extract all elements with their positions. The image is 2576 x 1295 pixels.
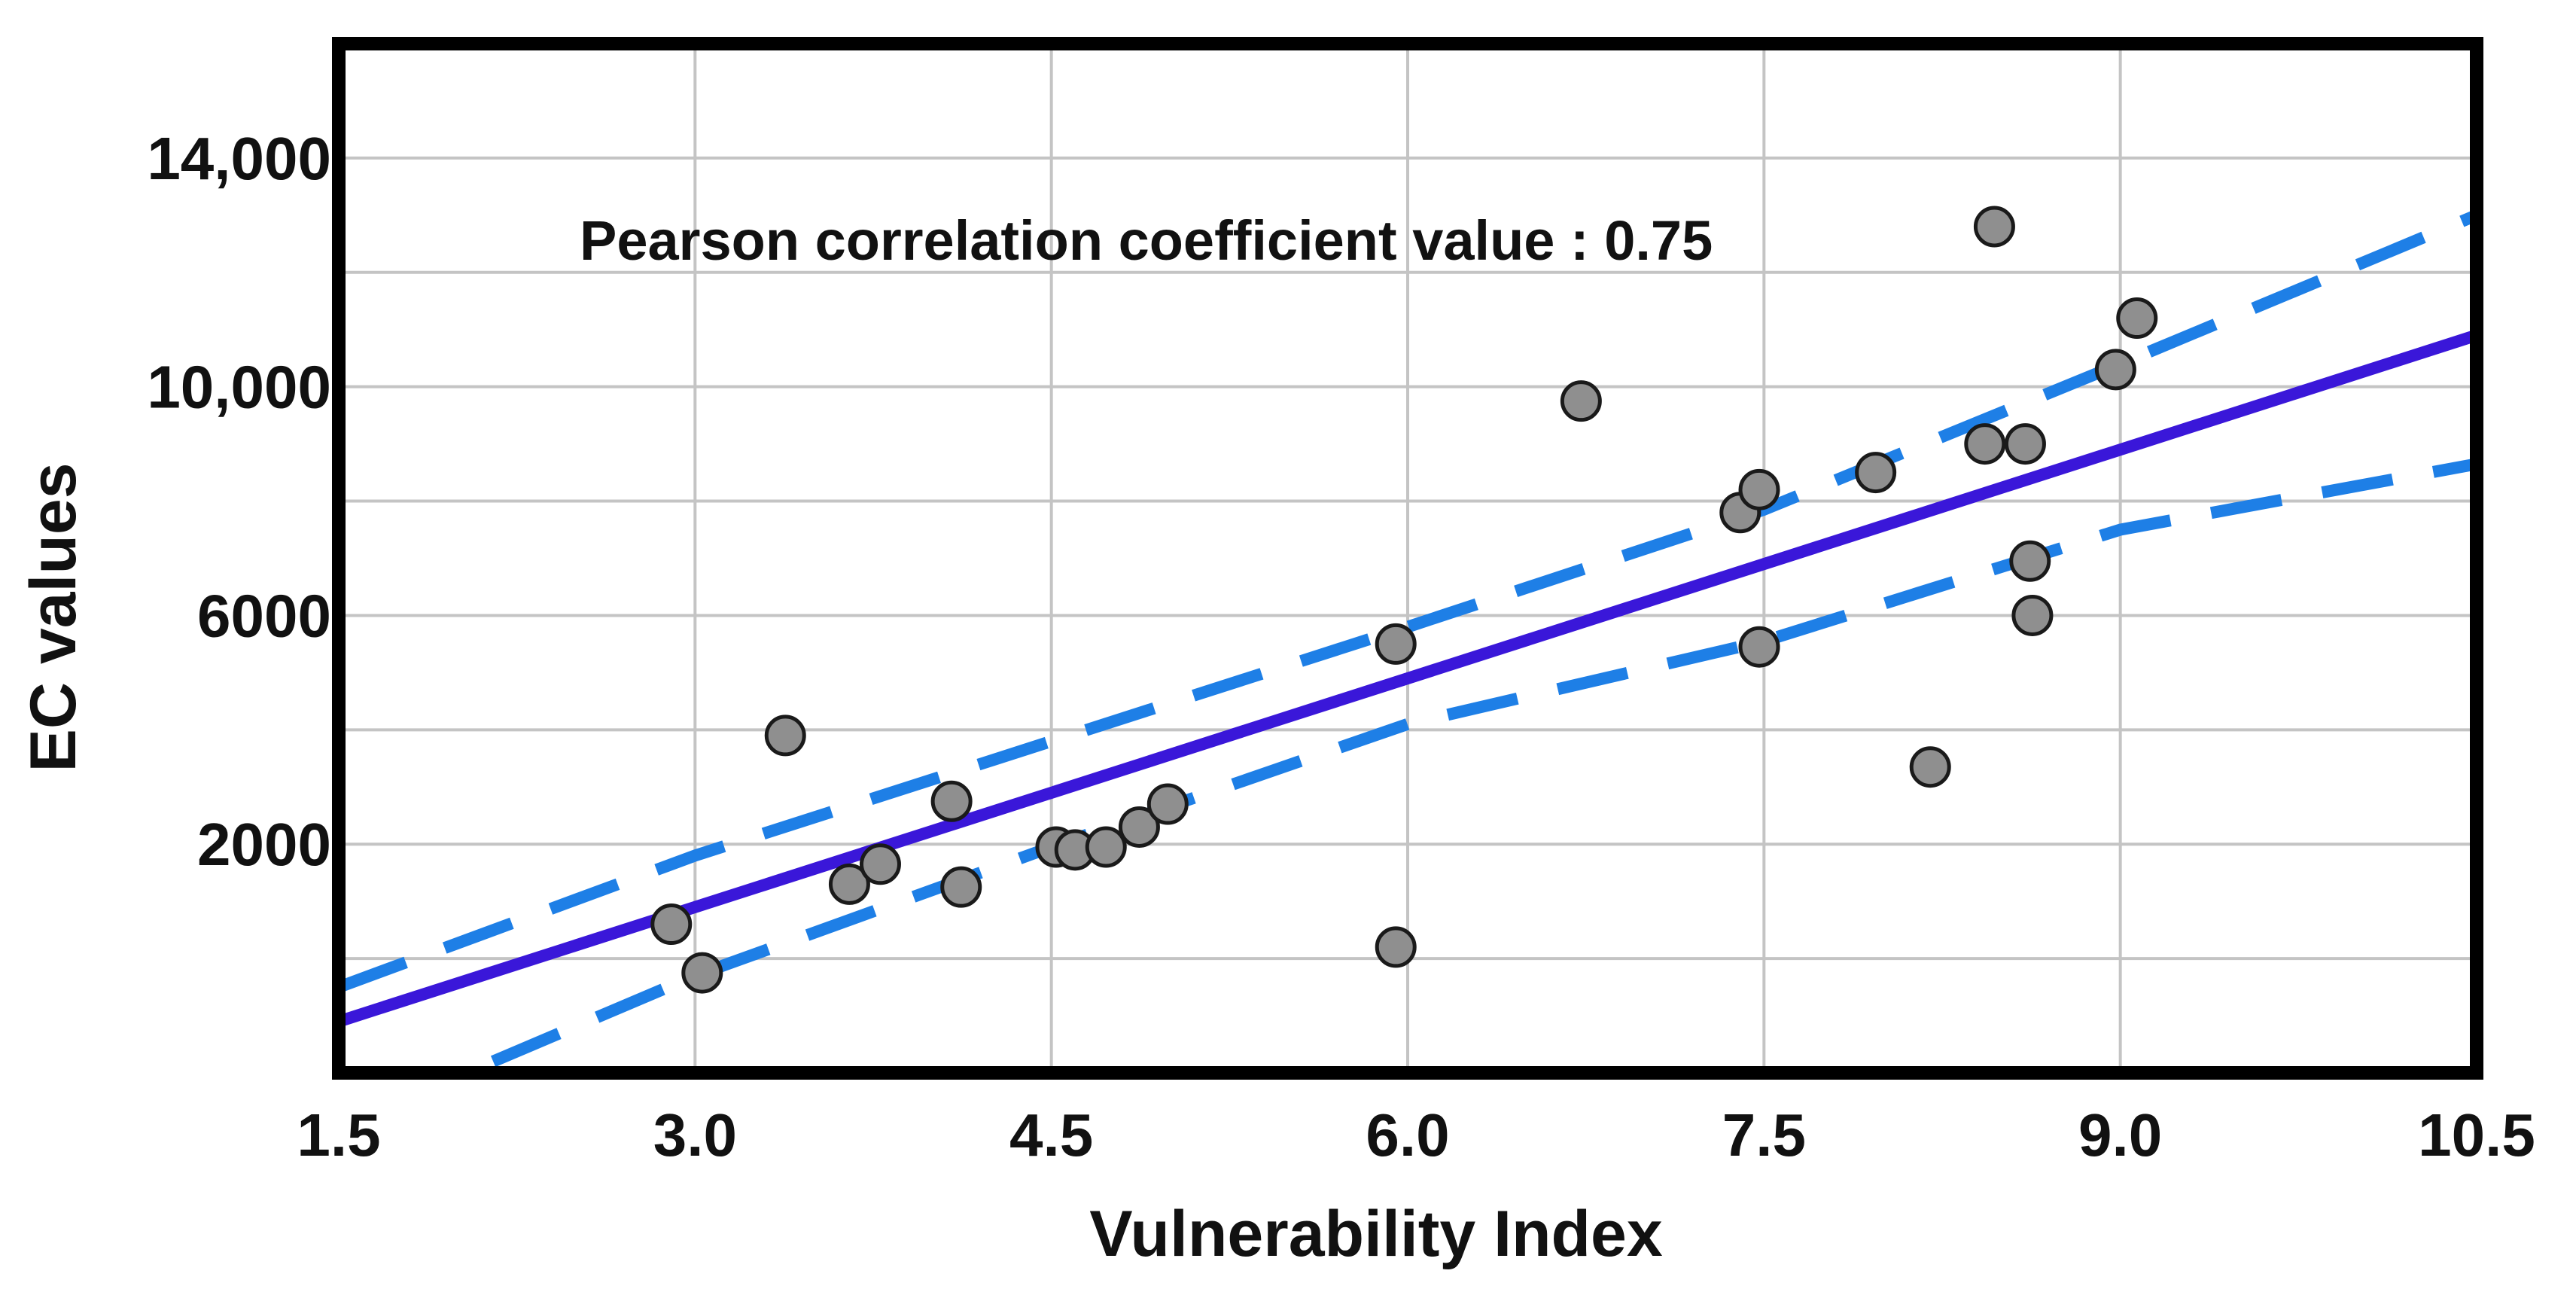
x-tick-label: 1.5 bbox=[297, 1102, 380, 1169]
data-point bbox=[650, 903, 693, 946]
x-tick-label: 3.0 bbox=[653, 1102, 737, 1169]
data-point bbox=[1909, 746, 1951, 788]
x-tick-label: 9.0 bbox=[2078, 1102, 2162, 1169]
data-point bbox=[1973, 206, 2015, 248]
y-tick-label: 14,000 bbox=[147, 125, 331, 192]
data-point bbox=[1118, 806, 1160, 848]
data-point bbox=[764, 715, 806, 757]
data-point bbox=[1085, 826, 1127, 868]
pearson-annotation: Pearson correlation coefficient value : … bbox=[580, 209, 1713, 272]
regression-line bbox=[336, 329, 2479, 1028]
data-point bbox=[1738, 626, 1780, 668]
data-point bbox=[1964, 423, 2006, 465]
y-tick-label: 10,000 bbox=[147, 354, 331, 421]
x-tick-label: 6.0 bbox=[1366, 1102, 1449, 1169]
data-point bbox=[859, 843, 901, 885]
data-point bbox=[940, 866, 982, 908]
x-tick-label: 10.5 bbox=[2418, 1102, 2535, 1169]
x-axis-ticks: 1.5 3.0 4.5 6.0 7.5 9.0 10.5 bbox=[297, 1102, 2535, 1169]
data-point bbox=[2009, 540, 2051, 582]
y-tick-label: 6000 bbox=[197, 582, 331, 649]
x-tick-label: 7.5 bbox=[1722, 1102, 1806, 1169]
data-point bbox=[2011, 594, 2054, 636]
data-point bbox=[1375, 926, 1417, 968]
data-point bbox=[2004, 423, 2046, 465]
data-point bbox=[1146, 783, 1189, 825]
upper-confidence-line bbox=[336, 209, 2480, 993]
y-axis-title: EC values bbox=[17, 462, 90, 772]
data-point bbox=[681, 952, 723, 994]
lower-confidence-line bbox=[490, 458, 2478, 1068]
data-point bbox=[2094, 349, 2136, 391]
x-axis-title: Vulnerability Index bbox=[1089, 1198, 1663, 1270]
x-tick-label: 4.5 bbox=[1009, 1102, 1093, 1169]
y-tick-label: 2000 bbox=[197, 811, 331, 878]
points-layer bbox=[650, 206, 2158, 994]
data-point bbox=[1560, 380, 1602, 422]
data-point bbox=[1738, 468, 1780, 510]
data-point bbox=[1855, 452, 1897, 494]
series-layer bbox=[336, 209, 2480, 1068]
data-point bbox=[1375, 623, 1417, 665]
data-point bbox=[828, 863, 870, 905]
plot-frame bbox=[332, 37, 2483, 1080]
data-point bbox=[2116, 297, 2158, 340]
data-point bbox=[930, 780, 973, 822]
y-axis-ticks: 2000 6000 10,000 14,000 bbox=[147, 125, 331, 878]
